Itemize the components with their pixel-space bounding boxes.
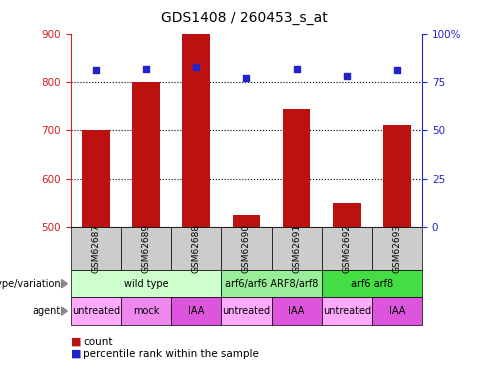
Bar [132, 82, 160, 227]
Text: GSM62688: GSM62688 [192, 224, 201, 273]
Text: arf6 arf8: arf6 arf8 [351, 279, 393, 289]
Bar [333, 203, 361, 227]
Point [192, 64, 200, 70]
Text: IAA: IAA [188, 306, 204, 316]
Bar [233, 215, 260, 227]
Text: GSM62691: GSM62691 [292, 224, 301, 273]
Point [142, 66, 150, 72]
Text: percentile rank within the sample: percentile rank within the sample [83, 349, 259, 359]
Point [293, 66, 301, 72]
Text: untreated: untreated [223, 306, 270, 316]
Text: GSM62693: GSM62693 [392, 224, 402, 273]
Text: GSM62687: GSM62687 [91, 224, 101, 273]
Text: GDS1408 / 260453_s_at: GDS1408 / 260453_s_at [161, 11, 327, 25]
Point [92, 68, 100, 74]
Text: agent: agent [33, 306, 61, 316]
Bar [383, 126, 411, 227]
Text: IAA: IAA [288, 306, 305, 316]
Text: IAA: IAA [389, 306, 405, 316]
Bar [183, 34, 210, 227]
Text: wild type: wild type [124, 279, 168, 289]
Text: arf6/arf6 ARF8/arf8: arf6/arf6 ARF8/arf8 [225, 279, 318, 289]
Text: GSM62692: GSM62692 [342, 224, 351, 273]
Point [393, 68, 401, 74]
Bar [82, 130, 110, 227]
Point [343, 73, 351, 79]
Text: untreated: untreated [72, 306, 120, 316]
Bar [283, 109, 310, 227]
Text: GSM62689: GSM62689 [142, 224, 151, 273]
Text: mock: mock [133, 306, 159, 316]
Text: count: count [83, 337, 112, 346]
Text: GSM62690: GSM62690 [242, 224, 251, 273]
Point [243, 75, 250, 81]
Text: untreated: untreated [323, 306, 371, 316]
Text: ■: ■ [71, 349, 81, 359]
Text: genotype/variation: genotype/variation [0, 279, 61, 289]
Text: ■: ■ [71, 337, 81, 346]
